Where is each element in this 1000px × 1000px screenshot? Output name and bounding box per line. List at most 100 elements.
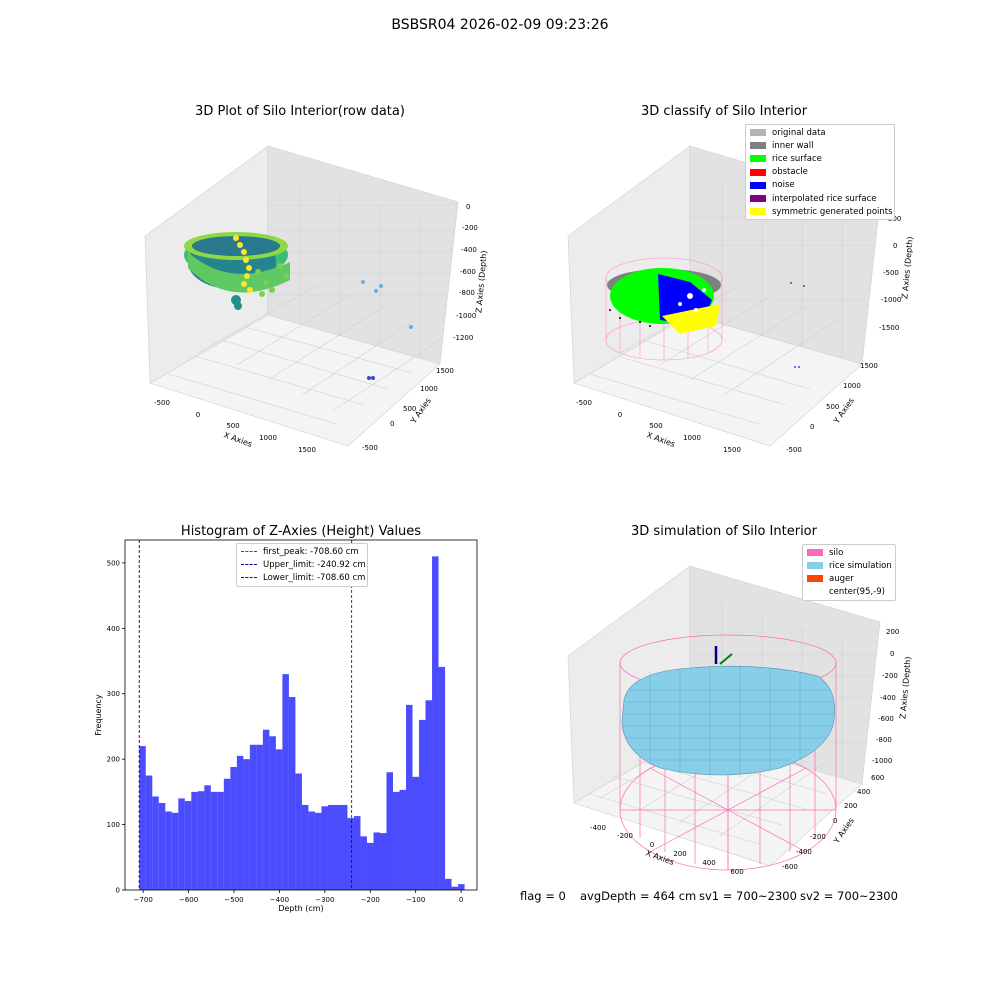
x-tick-label: 0 <box>459 896 463 904</box>
histogram-bar <box>458 884 465 890</box>
sim-zlabel: Z Axies (Depth) <box>898 656 912 719</box>
sim-zticks-5: -800 <box>876 736 892 744</box>
classify-xticks-1: 0 <box>618 411 622 419</box>
classify-yticks-2: 500 <box>826 403 839 411</box>
x-tick-label: −700 <box>134 896 153 904</box>
classify-yticks-3: 1000 <box>843 382 861 390</box>
histogram-y-axis: 0 100 200 300 400 500 <box>107 559 125 895</box>
raw-yticks-0: -500 <box>362 444 378 452</box>
histogram-legend-item: Upper_limit: -240.92 cm <box>237 558 367 571</box>
sim-zticks-3: -400 <box>880 694 896 702</box>
sim-yticks-5: 400 <box>857 788 870 796</box>
legend-label: silo <box>829 547 844 558</box>
status-sv1: sv1 = 700~2300 <box>699 889 797 903</box>
histogram-bar <box>236 755 244 890</box>
histogram-bar <box>399 789 407 890</box>
histogram-bar <box>217 791 224 890</box>
histogram-bar <box>314 812 322 890</box>
classify-zticks-3: -1000 <box>881 296 901 304</box>
sim-xticks-1: -200 <box>617 832 633 840</box>
histogram-bar <box>366 842 374 890</box>
sim-yticks-2: -200 <box>810 833 826 841</box>
sim-yticks-3: 0 <box>833 817 837 825</box>
classify-yticks-1: 0 <box>810 423 814 431</box>
histogram-bar <box>327 804 335 890</box>
histogram-ylabel: Frequency <box>94 694 103 736</box>
x-tick-label: −600 <box>179 896 198 904</box>
sim-xticks-2: 0 <box>650 841 654 849</box>
classify-xticks-0: -500 <box>576 399 592 407</box>
legend-swatch <box>807 549 823 557</box>
histogram-bar <box>406 704 413 890</box>
raw-zticks-3: -600 <box>460 268 476 276</box>
raw-plot-title: 3D Plot of Silo Interior(row data) <box>195 104 405 119</box>
classify-xticks-2: 500 <box>649 422 662 430</box>
raw-xticks-2: 500 <box>226 422 239 430</box>
sim-yticks-6: 600 <box>871 774 884 782</box>
classify-legend-item: interpolated rice surface <box>746 192 894 205</box>
histogram-bar <box>340 804 348 890</box>
raw-zticks-4: -800 <box>459 289 475 297</box>
histogram-legend: first_peak: -708.60 cm Upper_limit: -240… <box>236 543 368 587</box>
histogram-bar <box>301 804 309 890</box>
histogram-bar <box>412 776 420 890</box>
histogram-bar <box>191 791 198 890</box>
histogram-bar <box>393 791 400 890</box>
classify-legend-item: obstacle <box>746 166 894 179</box>
status-flag: flag = 0 <box>520 889 566 903</box>
sim-zticks-2: -200 <box>882 672 898 680</box>
classify-legend-item: noise <box>746 179 894 192</box>
figure-title: BSBSR04 2026-02-09 09:23:26 <box>391 17 609 33</box>
sim-xticks-4: 400 <box>702 859 715 867</box>
histogram-bar <box>165 811 172 890</box>
legend-label: first_peak: -708.60 cm <box>263 546 359 557</box>
simulation-plot-title: 3D simulation of Silo Interior <box>631 524 817 539</box>
histogram-bar <box>438 666 446 890</box>
histogram-bar <box>139 746 146 890</box>
histogram-bar <box>230 767 237 890</box>
legend-swatch <box>750 208 766 216</box>
histogram-bar <box>204 785 211 890</box>
classify-xticks-4: 1500 <box>723 446 741 454</box>
legend-label: obstacle <box>772 167 808 178</box>
histogram-bar <box>425 700 433 890</box>
histogram-bar <box>269 736 276 890</box>
sim-zticks-0: 200 <box>886 628 899 636</box>
histogram-bar <box>347 818 354 890</box>
x-tick-label: −100 <box>406 896 425 904</box>
histogram-bar <box>275 749 283 890</box>
legend-label: rice surface <box>772 153 822 164</box>
simulation-legend-item: silo <box>803 546 895 559</box>
legend-swatch <box>807 588 823 596</box>
histogram-bar <box>210 791 218 890</box>
histogram-bar <box>262 729 270 890</box>
histogram-bar <box>334 804 341 890</box>
legend-swatch <box>750 129 766 137</box>
y-tick-label: 200 <box>107 756 120 764</box>
raw-yticks-4: 1500 <box>436 367 454 375</box>
histogram-bar <box>197 791 205 890</box>
legend-swatch <box>750 181 766 189</box>
legend-label: Lower_limit: -708.60 cm <box>263 572 366 583</box>
legend-swatch <box>807 562 823 570</box>
classify-yticks-4: 1500 <box>860 362 878 370</box>
sim-yticks-1: -400 <box>796 848 812 856</box>
y-tick-label: 100 <box>107 821 120 829</box>
sim-yticks-4: 200 <box>844 802 857 810</box>
histogram-bar <box>386 772 394 890</box>
legend-label: rice simulation <box>829 560 892 571</box>
histogram-xlabel: Depth (cm) <box>278 904 323 913</box>
classify-yticks-0: -500 <box>786 446 802 454</box>
legend-swatch <box>750 195 766 203</box>
legend-line <box>241 577 257 579</box>
legend-label: auger <box>829 573 854 584</box>
histogram-bars <box>139 556 465 890</box>
histogram-x-axis: −700 −600 −500 −400 −300 −200 −100 0 <box>134 890 463 904</box>
histogram-bar <box>145 775 153 890</box>
histogram-bar <box>184 801 192 890</box>
simulation-legend-item: auger <box>803 572 895 585</box>
